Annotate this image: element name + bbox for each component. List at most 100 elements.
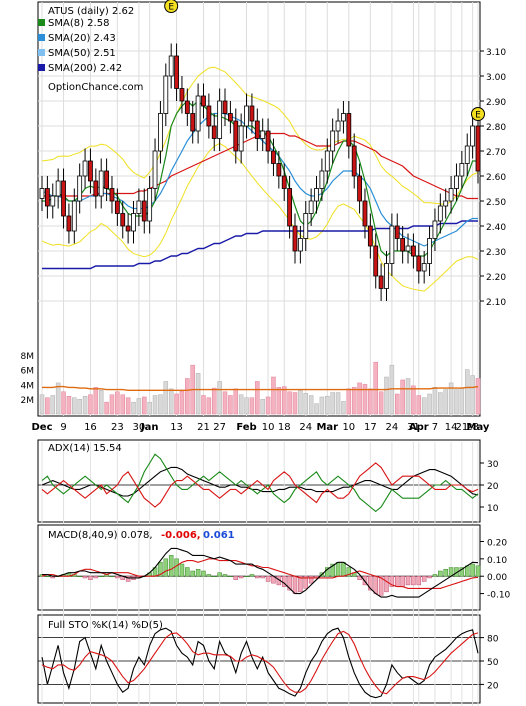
candle-body — [448, 188, 454, 202]
macd-histogram-bar — [109, 575, 115, 577]
candle-body — [427, 238, 432, 264]
candle-body — [238, 125, 244, 152]
price-title: ATUS (daily) 2.62 — [48, 6, 134, 17]
macd-histogram-bar — [217, 572, 222, 577]
candle-body — [61, 180, 66, 217]
macd-histogram-bar — [357, 575, 362, 580]
volume-bar — [249, 397, 255, 415]
volume-bar — [66, 395, 72, 415]
sma20-line — [41, 112, 478, 247]
macd-histogram-bar — [438, 570, 443, 577]
macd-histogram-bar — [45, 575, 50, 577]
candle-body — [104, 170, 109, 189]
date-tick-label: 7 — [432, 422, 438, 433]
volume-bar — [438, 392, 443, 415]
candle-body — [120, 213, 126, 227]
volume-bar — [303, 393, 309, 415]
candle-body — [287, 188, 293, 227]
candle-body — [260, 130, 266, 139]
candle-body — [389, 225, 395, 264]
volume-bar — [136, 398, 142, 415]
macd-histogram-bar — [411, 575, 416, 586]
volume-bar — [475, 378, 481, 415]
macd-histogram-bar — [185, 567, 190, 577]
volume-bar — [147, 401, 152, 415]
volume-bar — [104, 401, 109, 415]
macd-histogram-bar — [206, 574, 212, 577]
candle-body — [475, 125, 481, 172]
volume-bar — [276, 387, 282, 415]
macd-histogram-bar — [255, 575, 260, 579]
macd-histogram-bar — [400, 575, 405, 587]
macd-histogram-bar — [77, 575, 82, 577]
macd-histogram-bar — [292, 575, 298, 594]
candle-body — [373, 245, 379, 277]
volume-tick-label: 2M — [21, 396, 35, 406]
volume-bar — [330, 392, 335, 415]
candles — [39, 43, 481, 301]
macd-histogram-bar — [88, 575, 93, 580]
adx-y-axis: 30 20 10 — [480, 460, 499, 514]
candle-body — [367, 225, 373, 247]
earnings-marker-label: E — [475, 111, 481, 121]
candle-body — [66, 215, 72, 232]
macd-histogram-bar — [427, 575, 432, 579]
candle-body — [470, 125, 476, 147]
candle-body — [184, 100, 190, 114]
date-tick-label: 10 — [262, 422, 275, 433]
price-tick-label: 2.20 — [486, 273, 506, 283]
volume-bar — [346, 388, 352, 415]
candle-body — [357, 175, 362, 202]
volume-bar — [238, 394, 244, 415]
candle-body — [168, 55, 174, 77]
candle-body — [93, 180, 99, 197]
macd-histogram-bar — [298, 575, 303, 593]
volume-bar — [163, 381, 169, 415]
candle-body — [437, 205, 443, 222]
volume-bar — [82, 395, 88, 415]
price-lines — [41, 66, 479, 292]
macd-histogram-bar — [158, 562, 163, 577]
date-tick-label: 17 — [364, 422, 377, 433]
macd-histogram-bar — [249, 574, 255, 577]
candle-body — [39, 188, 45, 199]
volume-bar — [405, 378, 411, 415]
sto-lines — [38, 612, 480, 706]
macd-histogram-bar — [168, 555, 174, 577]
volume-bar — [464, 369, 470, 415]
adx-panel-frame — [37, 439, 481, 523]
candle-body — [152, 150, 158, 189]
earnings-marker-label: E — [168, 3, 174, 13]
volume-bar — [395, 393, 400, 415]
candle-body — [454, 175, 459, 189]
earnings-marker — [164, 0, 179, 13]
adx-tick-label: 30 — [487, 460, 499, 470]
volume-bar — [98, 390, 104, 415]
candle-body — [131, 213, 136, 232]
volume-bar — [298, 390, 303, 415]
macd-tick-label: 0.00 — [487, 573, 507, 583]
volume-bar — [233, 388, 239, 415]
date-tick-label: 23 — [111, 422, 124, 433]
volume-bar — [357, 382, 362, 415]
date-tick-label: Mar — [316, 422, 338, 433]
volume-tick-label: 4M — [21, 381, 35, 391]
candle-body — [211, 125, 217, 139]
volume-bar — [77, 398, 82, 415]
candle-body — [227, 113, 233, 122]
legend-label: SMA(200) 2.42 — [48, 63, 122, 74]
volume-bar — [152, 395, 158, 415]
candle-body — [308, 200, 314, 214]
macd-histogram-bar — [93, 575, 99, 579]
date-tick-label: May — [467, 422, 490, 433]
volume-bar — [72, 397, 77, 415]
volume-bar — [319, 396, 325, 415]
sma200-line — [42, 220, 478, 270]
earnings-marker — [471, 107, 485, 121]
candle-body — [341, 113, 346, 122]
date-tick-label: Dec — [31, 422, 52, 433]
volume-bar — [459, 387, 465, 415]
volume-tick-label: 6M — [21, 367, 35, 377]
macd-histogram-bar — [432, 574, 438, 577]
macd-tick-label: 0.10 — [487, 556, 507, 566]
